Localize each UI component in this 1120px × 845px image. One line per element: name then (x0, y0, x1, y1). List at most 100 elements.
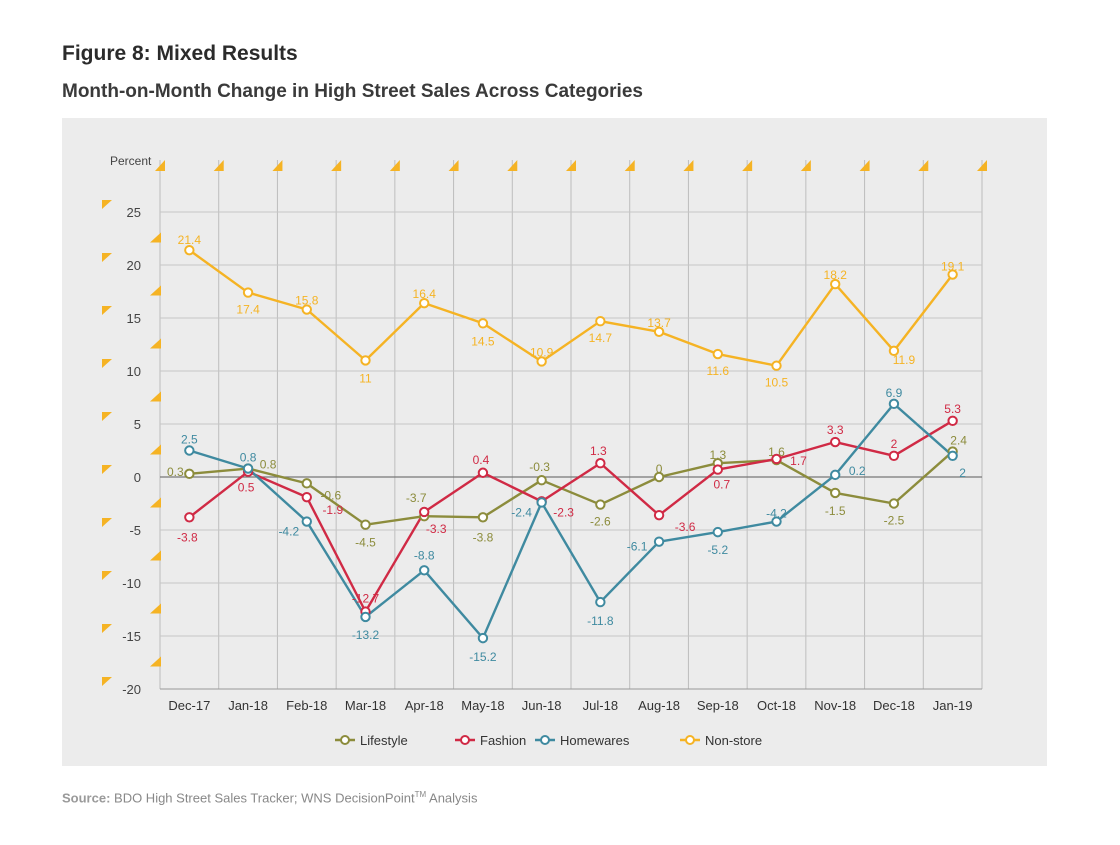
data-point-non-store (888, 345, 900, 357)
data-label-lifestyle: 1.6 (768, 445, 785, 459)
tick-marker (150, 338, 161, 349)
data-point-fashion (712, 464, 723, 475)
data-label-homewares: -5.2 (707, 543, 728, 557)
tick-marker (102, 200, 112, 209)
data-label-non-store: 14.5 (471, 334, 495, 348)
tick-marker (683, 160, 694, 171)
data-point-lifestyle (653, 471, 665, 483)
data-label-homewares: -4.2 (766, 507, 787, 521)
data-label-lifestyle: -4.5 (355, 536, 376, 550)
source-note: Source: BDO High Street Sales Tracker; W… (62, 790, 477, 805)
data-label-fashion: -2.3 (553, 505, 574, 519)
data-point-non-store (477, 318, 489, 329)
data-point-lifestyle (830, 487, 841, 499)
data-label-non-store: 15.8 (295, 294, 319, 308)
y-axis-title: Percent (110, 154, 152, 168)
data-point-non-store (419, 297, 430, 309)
data-label-non-store: 14.7 (589, 331, 613, 345)
data-label-non-store: 16.4 (413, 287, 437, 301)
tick-marker (102, 412, 112, 421)
data-label-lifestyle: 2.4 (950, 434, 967, 448)
legend-marker-lifestyle (340, 735, 350, 745)
data-label-homewares: -8.8 (414, 548, 435, 562)
data-point-homewares (595, 596, 606, 608)
series-line-homewares (189, 402, 954, 640)
tick-marker (859, 160, 870, 171)
data-point-homewares (301, 516, 312, 527)
data-point-homewares (536, 497, 547, 508)
data-label-homewares: 2 (959, 466, 966, 480)
data-label-homewares: -4.2 (278, 525, 299, 539)
data-label-lifestyle: -2.6 (590, 515, 611, 529)
data-point-homewares (888, 398, 900, 410)
data-label-non-store: 21.4 (178, 233, 202, 247)
data-label-homewares: -6.1 (627, 540, 648, 554)
data-point-homewares (360, 611, 371, 623)
x-tick-label: Jan-18 (228, 698, 268, 713)
legend-marker-homewares (540, 735, 550, 745)
x-tick-label: Mar-18 (345, 698, 386, 713)
series-line-non-store (188, 249, 954, 367)
tick-marker (150, 656, 161, 667)
tick-marker (742, 160, 753, 171)
data-label-non-store: 13.7 (647, 316, 671, 330)
data-label-non-store: 11.6 (707, 364, 730, 378)
data-label-homewares: 2.5 (181, 433, 198, 447)
x-tick-label: Oct-18 (757, 698, 796, 713)
tick-marker (102, 624, 112, 633)
data-label-fashion: 1.3 (590, 444, 607, 458)
tick-marker (102, 359, 112, 368)
data-point-lifestyle (536, 474, 547, 486)
tick-marker (213, 160, 224, 171)
data-point-homewares (419, 565, 430, 576)
data-label-non-store: 11.9 (893, 353, 916, 367)
chart-panel (62, 118, 1047, 766)
tick-marker (448, 160, 459, 171)
y-tick-label: 25 (127, 205, 141, 220)
y-tick-label: 5 (134, 417, 141, 432)
data-point-fashion (888, 450, 900, 461)
x-tick-label: Feb-18 (286, 698, 327, 713)
data-label-fashion: 2 (891, 437, 898, 451)
tick-marker (566, 160, 576, 171)
data-label-fashion: -12.7 (352, 592, 380, 606)
tick-marker (272, 160, 283, 171)
data-point-non-store (360, 355, 371, 366)
tick-marker (800, 160, 811, 171)
data-label-lifestyle: -2.5 (884, 514, 905, 528)
source-text-end: Analysis (426, 790, 478, 806)
data-point-non-store (947, 269, 958, 280)
y-tick-label: -20 (122, 682, 141, 697)
data-label-homewares: -13.2 (352, 628, 380, 642)
data-label-lifestyle: 1.3 (709, 448, 726, 462)
data-point-non-store (242, 287, 254, 298)
data-point-lifestyle (477, 512, 489, 523)
data-label-fashion: -3.3 (426, 522, 447, 536)
data-label-fashion: 1.7 (790, 454, 807, 468)
data-point-homewares (712, 526, 723, 538)
data-point-lifestyle (301, 478, 312, 489)
tick-marker (150, 550, 161, 561)
series-line-fashion (188, 419, 954, 613)
data-label-homewares: 6.9 (886, 386, 903, 400)
y-tick-label: 15 (127, 311, 141, 326)
figure-title: Figure 8: Mixed Results (62, 42, 298, 65)
tick-marker (102, 677, 112, 686)
data-point-fashion (595, 458, 606, 469)
data-label-non-store: 19.1 (941, 260, 965, 274)
x-tick-label: May-18 (461, 698, 504, 713)
x-tick-label: Aug-18 (638, 698, 680, 713)
data-label-lifestyle: -3.7 (406, 491, 427, 505)
legend-label-fashion: Fashion (480, 733, 526, 748)
data-point-homewares (184, 445, 195, 456)
legend-marker-fashion (460, 735, 470, 745)
tick-marker (977, 160, 987, 171)
data-point-lifestyle (360, 519, 371, 530)
legend-marker-non-store (685, 735, 695, 745)
data-point-fashion (419, 506, 430, 518)
data-label-lifestyle: -0.6 (320, 488, 341, 502)
data-point-homewares (653, 536, 665, 547)
x-tick-label: Sep-18 (697, 698, 739, 713)
data-label-lifestyle: 0.8 (260, 458, 277, 472)
x-tick-label: Jul-18 (583, 698, 618, 713)
